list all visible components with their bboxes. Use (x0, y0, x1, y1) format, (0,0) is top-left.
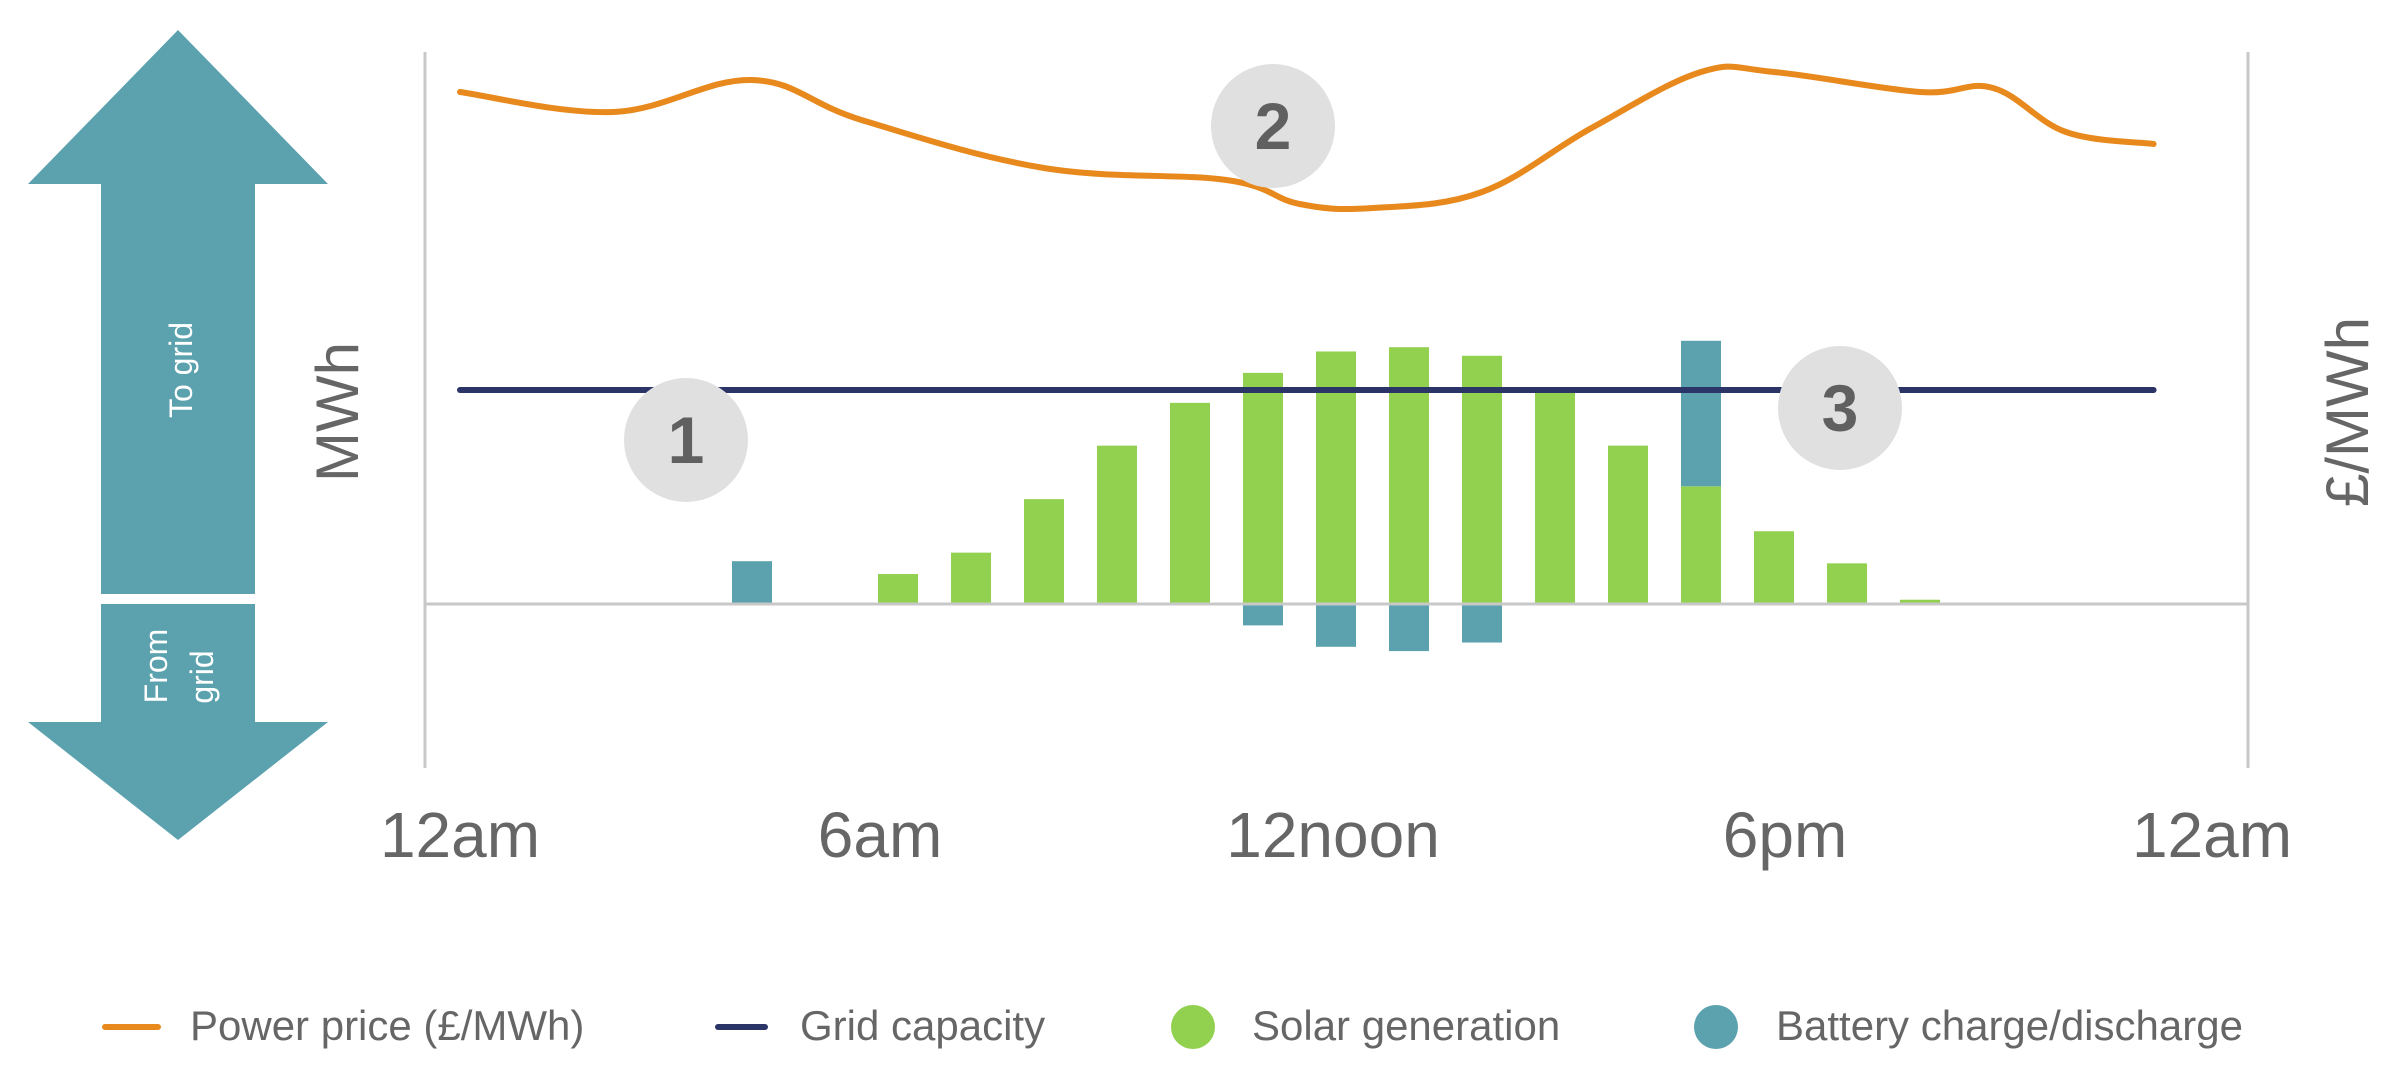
solar-bar (878, 574, 918, 604)
annotation-badge-circle (1778, 346, 1902, 470)
legend-label-grid: Grid capacity (800, 1002, 1045, 1049)
x-tick-label: 12am (2132, 799, 2292, 871)
annotation-badge-label: 1 (668, 403, 705, 477)
annotation-badge: 2 (1211, 64, 1335, 188)
from-grid-arrow-shape (28, 604, 328, 840)
solar-bar (1754, 531, 1794, 604)
to-grid-label: To grid (163, 322, 199, 418)
solar-bar (1170, 402, 1210, 604)
annotation-badge: 1 (624, 378, 748, 502)
annotation-badge-circle (624, 378, 748, 502)
from-grid-label-line2: grid (184, 650, 220, 703)
from-grid-label-line1: From (138, 629, 174, 704)
x-tick-label: 6pm (1723, 799, 1848, 871)
x-tick-label: 12am (380, 799, 540, 871)
solar-bar (1389, 347, 1429, 604)
legend-label-price: Power price (£/MWh) (190, 1002, 584, 1049)
annotation-badges: 1 2 3 (624, 64, 1902, 502)
battery-bar (1462, 604, 1502, 643)
x-tick-label: 6am (818, 799, 943, 871)
solar-bar (1462, 355, 1502, 604)
solar-bar (1608, 445, 1648, 604)
annotation-badge: 3 (1778, 346, 1902, 470)
battery-bar (1681, 340, 1721, 487)
direction-arrow: To grid From grid (28, 30, 328, 840)
legend-swatch-solar (1171, 1005, 1215, 1049)
battery-bar (1316, 604, 1356, 647)
bars-layer (732, 340, 1940, 652)
solar-bar (1024, 499, 1064, 604)
solar-bar (1097, 445, 1137, 604)
battery-bar (1389, 604, 1429, 652)
legend-swatch-battery (1694, 1005, 1738, 1049)
solar-bar (1316, 351, 1356, 604)
legend: Power price (£/MWh) Grid capacity Solar … (102, 1002, 2243, 1049)
battery-bar (732, 561, 772, 604)
solar-bar (1681, 486, 1721, 604)
annotation-badge-circle (1211, 64, 1335, 188)
battery-bar (1243, 604, 1283, 626)
solar-bar (951, 552, 991, 604)
legend-label-solar: Solar generation (1252, 1002, 1560, 1049)
y-axis-title: MWh (304, 342, 371, 482)
legend-label-battery: Battery charge/discharge (1776, 1002, 2243, 1049)
x-tick-label: 12noon (1226, 799, 1440, 871)
solar-bar (1535, 390, 1575, 604)
annotation-badge-label: 3 (1822, 371, 1859, 445)
solar-bar (1827, 563, 1867, 604)
to-grid-arrow-shape (28, 30, 328, 594)
solar-bar (1900, 599, 1940, 604)
annotation-badge-label: 2 (1255, 89, 1292, 163)
x-tick-labels: 12am 6am 12noon 6pm 12am (380, 799, 2292, 871)
power-price-line (457, 63, 2157, 213)
solar-bar (1243, 372, 1283, 604)
y2-axis-title: £/MWh (2314, 317, 2381, 507)
